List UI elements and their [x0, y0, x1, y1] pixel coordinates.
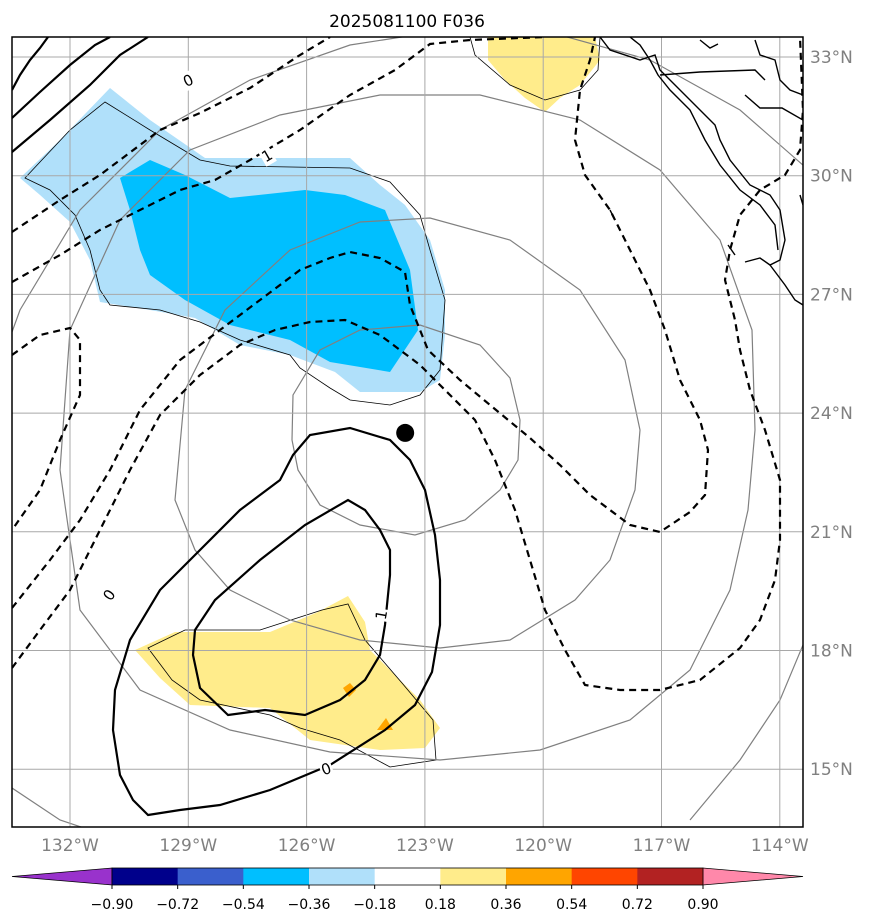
colorbar-outline [111, 867, 704, 886]
colorbar-box [309, 868, 376, 885]
longitude-label: 129°W [159, 836, 217, 856]
contour-label: 0 [179, 70, 198, 92]
longitude-label: 126°W [278, 836, 336, 856]
contour-label: 0 [317, 758, 336, 780]
colorbar: −0.90 −0.72 −0.54 −0.36 −0.18 0.18 0.36 0.54 0.7… [11, 867, 804, 913]
longitude-label: 117°W [633, 836, 691, 856]
contour-label: 1 [371, 607, 392, 623]
colorbar-extend-high [702, 867, 804, 886]
fill-outline-north-yellow [469, 37, 601, 101]
colorbar-label: 0.54 [556, 897, 587, 913]
coastline [599, 37, 803, 306]
graticule [12, 37, 803, 827]
latitude-label: 30°N [810, 167, 853, 187]
longitude-label: 132°W [41, 836, 99, 856]
colorbar-label: 0.18 [425, 897, 456, 913]
colorbar-box [506, 868, 573, 885]
latitude-label: 18°N [810, 642, 853, 662]
latitude-label: 33°N [810, 48, 853, 68]
latitude-label: 21°N [810, 523, 853, 543]
contour-label-text: 1 [372, 609, 391, 622]
dashed-contours [12, 37, 803, 692]
colorbar-box [374, 868, 441, 885]
longitude-label: 120°W [514, 836, 572, 856]
colorbar-label: −0.18 [353, 897, 396, 913]
latitude-label: 27°N [810, 285, 853, 305]
fill-outline-north [24, 101, 446, 406]
solid-contours [12, 37, 442, 817]
colorbar-box [243, 868, 310, 885]
colorbar-label: −0.54 [222, 897, 265, 913]
range-rings [12, 37, 803, 827]
longitude-labels: 132°W 129°W 126°W 123°W 120°W 117°W 114°W [41, 836, 809, 856]
colorbar-label: −0.36 [288, 897, 331, 913]
colorbar-label: 0.36 [490, 897, 521, 913]
positive-anomaly-orange-spot-1 [343, 683, 356, 697]
longitude-label: 114°W [751, 836, 809, 856]
colorbar-label: 0.72 [622, 897, 653, 913]
latitude-label: 15°N [810, 760, 853, 780]
colorbar-box [440, 868, 507, 885]
colorbar-label: −0.72 [156, 897, 199, 913]
positive-anomaly-south-fill [135, 596, 440, 750]
latitude-label: 24°N [810, 404, 853, 424]
colorbar-label: 0.90 [687, 897, 718, 913]
longitude-label: 123°W [396, 836, 454, 856]
figure-title: 2025081100 F036 [329, 12, 485, 32]
latitude-labels: 33°N 30°N 27°N 24°N 21°N 18°N 15°N [810, 48, 853, 780]
map-frame [11, 36, 804, 828]
colorbar-extend-low [11, 867, 113, 886]
colorbar-box [637, 868, 704, 885]
storm-center-marker [396, 423, 415, 442]
positive-anomaly-north-fill [488, 37, 600, 112]
colorbar-box [571, 868, 638, 885]
colorbar-box [112, 868, 179, 885]
colorbar-box [177, 868, 244, 885]
colorbar-label: −0.90 [91, 897, 134, 913]
